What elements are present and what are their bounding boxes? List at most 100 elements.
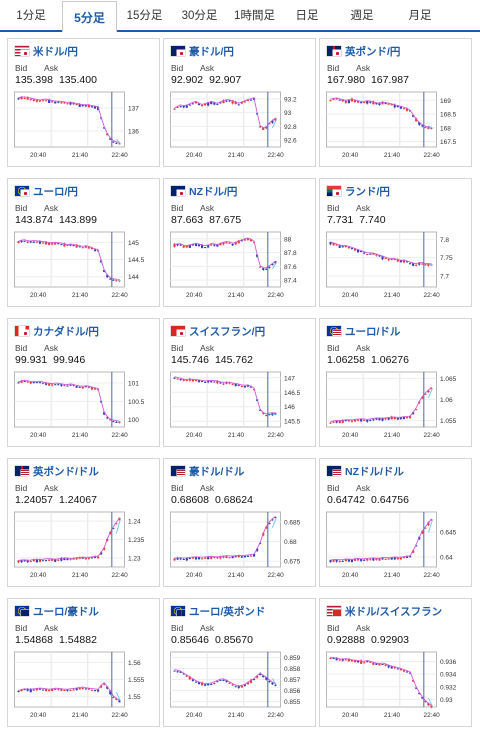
bid-ask-values: 0.92888 0.92903 (327, 634, 409, 646)
candle (109, 138, 112, 140)
rate-card[interactable]: ユーロ/豪ドル Bid Ask 1.54868 1.54882 1.56 1.555 1.55… (7, 598, 160, 727)
candle (390, 557, 393, 560)
candle (179, 379, 182, 381)
bid-ask-labels: Bid Ask (15, 343, 73, 353)
tab-7[interactable]: 週足 (350, 10, 374, 22)
x-tick-label: 21:40 (72, 712, 89, 719)
pair-name-link[interactable]: 豪ドル/円 (189, 45, 234, 58)
candle (26, 560, 29, 563)
bid-ask-labels: Bid Ask (15, 483, 73, 493)
candle (421, 696, 424, 699)
candle (78, 687, 81, 690)
tab-8[interactable]: 月足 (408, 10, 432, 22)
y-tick-label: 144.5 (128, 257, 145, 264)
pair-name-link[interactable]: 豪ドル/ドル (189, 465, 245, 478)
rate-card[interactable]: ユーロ/円 Bid Ask 143.874 143.899 145 144.5 144 20:4… (7, 178, 160, 307)
rate-card[interactable]: ユーロ/ドル Bid Ask 1.06258 1.06276 1.065 1.06 1.055… (319, 318, 472, 447)
pair-name-link[interactable]: ランド/円 (345, 185, 390, 198)
candle (54, 101, 57, 104)
pair-name-link[interactable]: 英ポンド/円 (345, 45, 401, 58)
pair-name-link[interactable]: 米ドル/円 (33, 45, 78, 58)
rate-card[interactable]: 英ポンド/ドル Bid Ask 1.24057 1.24067 1.24 1.235 1.23… (7, 458, 160, 587)
rate-card[interactable]: NZドル/ドル Bid Ask 0.64742 0.64756 0.645 0.64 20:4… (319, 458, 472, 587)
tab-2[interactable]: 5分足 (62, 1, 117, 33)
candle (415, 409, 418, 411)
card-header: 豪ドル/円 (171, 44, 234, 58)
rate-card[interactable]: 米ドル/スイスフラン Bid Ask 0.92888 0.92903 0.936 0.934… (319, 598, 472, 727)
candle (375, 558, 378, 560)
bid-label: Bid (15, 203, 28, 213)
pair-name-link[interactable]: 米ドル/スイスフラン (345, 605, 443, 618)
candle (249, 679, 253, 683)
pair-name-link[interactable]: ユーロ/英ポンド (189, 605, 266, 618)
y-tick-label: 146.5 (284, 390, 301, 397)
bid-ask-values: 135.398 135.400 (15, 74, 97, 86)
candle (344, 245, 347, 247)
pair-name-link[interactable]: スイスフラン/円 (189, 325, 266, 338)
candle (363, 419, 366, 421)
rate-card[interactable]: NZドル/円 Bid Ask 87.663 87.675 88 87.8 87.6 87.4 20… (163, 178, 316, 307)
candle (57, 559, 60, 561)
candle (225, 680, 228, 682)
latest-move-line (428, 125, 433, 129)
y-tick-label: 0.675 (284, 559, 301, 566)
card-header: NZドル/ドル (327, 464, 404, 478)
latest-move-line (272, 413, 277, 416)
y-tick-label: 145 (128, 240, 139, 247)
pair-name-link[interactable]: 英ポンド/ドル (33, 465, 99, 478)
rate-card[interactable]: ランド/円 Bid Ask 7.731 7.740 7.8 7.75 7.7 20:40 21:4… (319, 178, 472, 307)
currency-flag-icon (327, 326, 341, 336)
tab-4[interactable]: 30分足 (181, 10, 218, 22)
x-tick-label: 21:40 (384, 152, 401, 159)
pair-name-link[interactable]: ユーロ/豪ドル (33, 605, 99, 618)
tab-1[interactable]: 1分足 (16, 10, 46, 22)
candle (100, 552, 103, 555)
rate-card[interactable]: 米ドル/円 Bid Ask 135.398 135.400 137 136 20:40 21:4… (7, 38, 160, 167)
pair-name-link[interactable]: NZドル/ドル (345, 465, 404, 478)
pair-name-link[interactable]: NZドル/円 (189, 185, 238, 198)
candle (271, 120, 274, 123)
candle (347, 420, 350, 422)
candle (366, 558, 369, 561)
ask-label: Ask (356, 483, 371, 493)
candle (387, 103, 390, 105)
candle (268, 414, 271, 416)
card-header: ランド/円 (327, 184, 390, 198)
candle (26, 381, 29, 383)
y-tick-label: 87.6 (284, 264, 297, 271)
candle (396, 557, 399, 560)
tab-3[interactable]: 15分足 (126, 10, 163, 22)
rate-card[interactable]: 英ポンド/円 Bid Ask 167.980 167.987 169 168.5 168 167… (319, 38, 472, 167)
rate-card[interactable]: 豪ドル/ドル Bid Ask 0.68608 0.68624 0.685 0.68 0.675… (163, 458, 316, 587)
candle (106, 133, 109, 136)
x-tick-label: 21:40 (228, 712, 245, 719)
bid-label: Bid (327, 203, 340, 213)
candle (66, 689, 69, 691)
x-tick-label: 21:40 (228, 152, 245, 159)
candle (103, 683, 106, 685)
candle (252, 553, 256, 557)
candle (249, 239, 253, 242)
candle (412, 550, 415, 553)
tab-6[interactable]: 日足 (295, 10, 319, 22)
currency-flag-icon (171, 326, 185, 336)
tab-5[interactable]: 1時間足 (234, 10, 275, 22)
candle (335, 559, 338, 562)
pair-name-link[interactable]: カナダドル/円 (33, 325, 99, 338)
candle (366, 419, 369, 422)
rate-card[interactable]: カナダドル/円 Bid Ask 99.931 99.946 101 100.5 100 20:4… (7, 318, 160, 447)
candle (81, 247, 84, 249)
rate-card[interactable]: スイスフラン/円 Bid Ask 145.746 145.762 147 146.5 146 1… (163, 318, 316, 447)
bid-ask-labels: Bid Ask (171, 623, 229, 633)
candle (103, 127, 106, 129)
pair-name-link[interactable]: ユーロ/円 (33, 185, 78, 198)
candle (210, 101, 213, 105)
candle (51, 384, 54, 386)
candle (356, 660, 360, 663)
rate-card[interactable]: ユーロ/英ポンド Bid Ask 0.85646 0.85670 0.859 0.858 0.… (163, 598, 316, 727)
mini-chart: 1.56 1.555 1.55 20:40 21:40 22:40 (14, 651, 145, 719)
pair-name-link[interactable]: ユーロ/ドル (345, 325, 401, 338)
rate-card[interactable]: 豪ドル/円 Bid Ask 92.902 92.907 93.2 93 92.8 92.6 20:… (163, 38, 316, 167)
bid-label: Bid (15, 483, 28, 493)
bid-ask-labels: Bid Ask (327, 483, 385, 493)
